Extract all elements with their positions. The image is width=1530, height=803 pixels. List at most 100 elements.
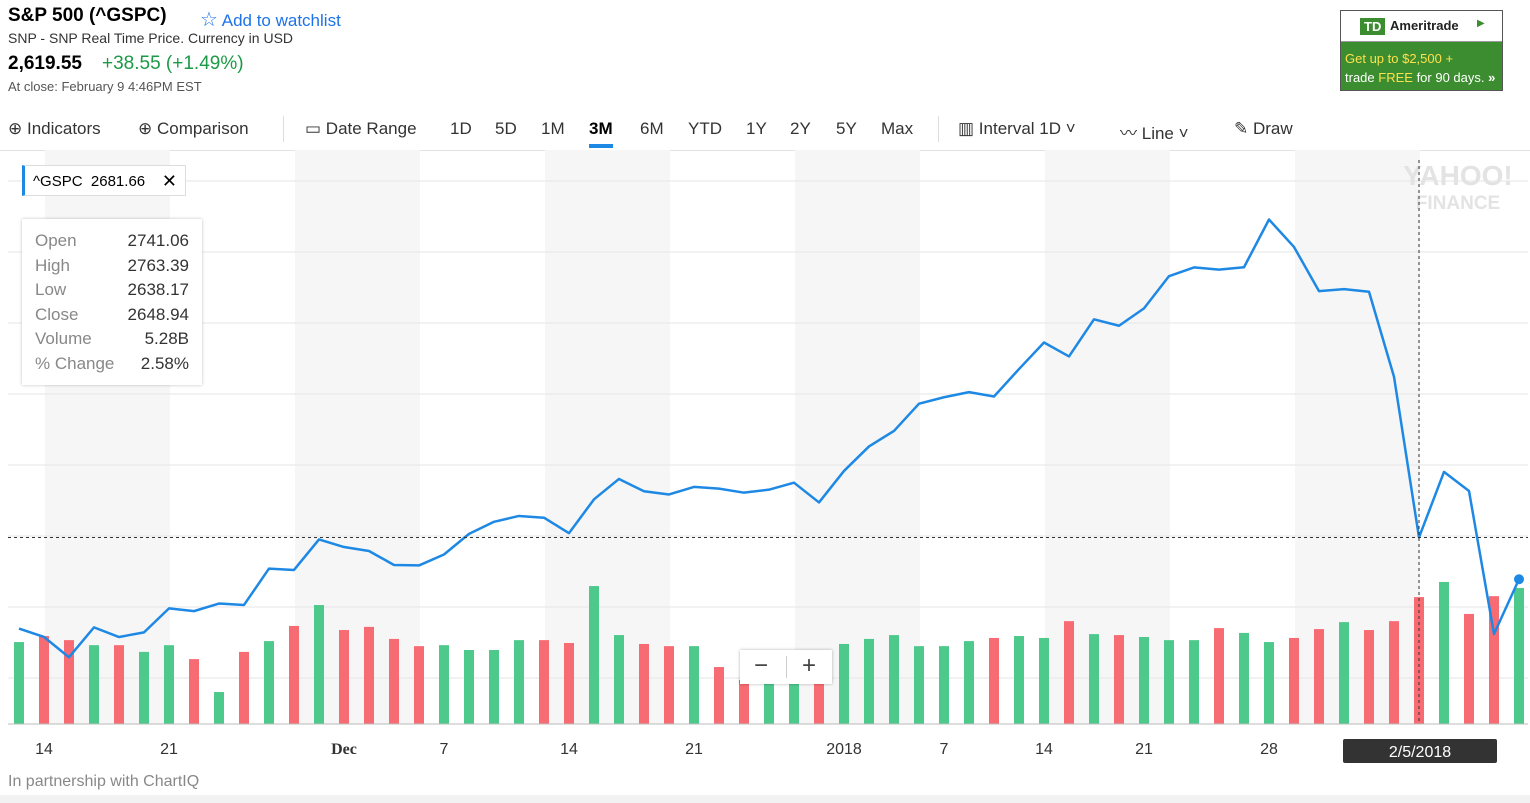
remove-button[interactable]: ✕ <box>161 171 177 191</box>
interval-button[interactable]: ▥ Interval 1D ˅ <box>958 119 1076 138</box>
tooltip-label: Low <box>35 280 67 299</box>
volume-bar <box>1264 642 1274 724</box>
tooltip-value: 2638.17 <box>127 280 189 299</box>
chart: YAHOO!FINANCE 14 21 Dec 7 14 21 2018 7 14 21 28 2/5/… <box>8 150 1528 763</box>
date-range-button[interactable]: ▭ Date Range <box>305 119 417 138</box>
volume-bar <box>814 680 824 724</box>
volume-bar <box>1364 630 1374 724</box>
tooltip-label: Volume <box>35 329 92 348</box>
tooltip-value: 2648.94 <box>127 304 189 324</box>
volume-bar <box>439 645 449 724</box>
range-button[interactable]: 1Y <box>746 119 767 138</box>
x-tick-label: 14 <box>1035 741 1053 758</box>
volume-bar <box>1039 637 1049 724</box>
volume-bar <box>489 649 499 724</box>
ad-text: trade <box>1345 70 1375 85</box>
label: Comparison <box>156 119 249 138</box>
subtitle: SNP - SNP Real Time Price. Currency in U… <box>8 30 294 46</box>
ad-brand: Ameritrade <box>1390 18 1459 33</box>
volume-bar <box>1289 637 1299 724</box>
volume-bar <box>539 640 549 724</box>
tooltip-value: 2763.39 <box>127 255 189 275</box>
volume-bar <box>1139 636 1149 724</box>
zoom-out[interactable]: − <box>754 652 769 679</box>
tooltip-label: Close <box>35 304 79 324</box>
band <box>295 150 420 724</box>
volume-bar <box>89 645 99 724</box>
range-button[interactable]: Max <box>881 119 914 138</box>
toolbar: ⊕ Indicators ⊕ Comparison ▭ Date Range 1… <box>0 112 1530 151</box>
x-tick-label: 2018 <box>826 741 862 758</box>
price-line <box>18 218 1521 659</box>
draw-button[interactable]: ✎ Draw <box>1234 119 1293 138</box>
volume-bar <box>214 692 224 724</box>
symbol-tag: ^GSPC 2681.66 ✕ <box>22 165 186 196</box>
volume-bar <box>264 641 274 724</box>
volume-bar <box>639 643 649 724</box>
symbol: ^GSPC <box>33 173 83 190</box>
ad-text: for 90 days. <box>1416 70 1485 85</box>
label: Interval <box>978 119 1035 138</box>
volume-bar <box>1089 634 1099 724</box>
range-button[interactable]: YTD <box>688 119 722 138</box>
zoom-in[interactable]: + <box>802 652 817 679</box>
volume-bar <box>414 646 424 724</box>
indicators-button[interactable]: ⊕ Indicators <box>8 119 101 138</box>
volume-bar <box>939 646 949 724</box>
band <box>1295 150 1420 724</box>
volume-bar <box>1014 636 1024 724</box>
ad[interactable]: TD Ameritrade ▶ Get up to $2,500 + trade… <box>1340 10 1503 91</box>
volume-bar <box>839 643 849 724</box>
volume-bar <box>314 605 324 724</box>
footer: In partnership with ChartIQ <box>8 773 200 790</box>
ad-logo: TD <box>1359 17 1387 36</box>
chart-type-button[interactable]: 〰 Line ˅ <box>1120 124 1189 143</box>
tooltip-row: Open 2741.06 <box>35 231 189 251</box>
tooltip-row: Close 2648.94 <box>35 305 189 325</box>
volume-bar <box>914 646 924 724</box>
label: Line <box>1141 124 1174 143</box>
volume-bar <box>664 646 674 724</box>
volume-bar <box>1514 587 1524 724</box>
volume-bar <box>589 586 599 724</box>
range-button[interactable]: 5D <box>495 119 517 138</box>
volume-bar <box>1189 640 1199 724</box>
volume-bar <box>364 626 374 724</box>
volume-bar <box>389 638 399 724</box>
comparison-button[interactable]: ⊕ Comparison <box>138 119 249 138</box>
volume-bar <box>14 642 24 724</box>
volume-bar <box>1314 629 1324 724</box>
volume-bar <box>564 643 574 724</box>
volume-bar <box>1214 628 1224 724</box>
range-button[interactable]: 5Y <box>836 119 857 138</box>
label: 1D <box>1039 119 1062 138</box>
range-button[interactable]: 2Y <box>790 119 811 138</box>
tooltip-label: Open <box>35 231 77 250</box>
tooltip-row: Low 2638.17 <box>35 280 189 300</box>
watchlist-button[interactable]: ☆ Add to watchlist <box>200 9 341 31</box>
range-button[interactable]: 1D <box>450 119 472 138</box>
x-tick-label: 28 <box>1260 741 1278 758</box>
label: Date Range <box>325 119 417 138</box>
volume-bar <box>864 638 874 724</box>
watchlist-label: Add to watchlist <box>221 11 341 30</box>
close-time: At close: February 9 4:46PM EST <box>8 79 202 94</box>
tooltip-value: 2741.06 <box>127 231 189 250</box>
volume-bar <box>289 625 299 724</box>
volume-bar <box>114 645 124 724</box>
range-button[interactable]: 3M <box>589 119 613 148</box>
tooltip: Open 2741.06 High 2763.39 Low 2638.17 Close 264… <box>22 219 202 385</box>
ad-line: trade FREE for 90 days. » <box>1345 70 1496 85</box>
volume-bar <box>339 630 349 724</box>
band <box>1045 150 1170 724</box>
tooltip-label: High <box>35 255 70 275</box>
last-point <box>1514 574 1524 585</box>
x-tick-label: 21 <box>160 741 178 758</box>
volume-bar <box>514 640 524 724</box>
volume-bar <box>1114 635 1124 724</box>
x-tick-label: 7 <box>440 741 449 758</box>
range-button[interactable]: 1M <box>541 119 565 138</box>
volume-bar <box>239 651 249 724</box>
range-button[interactable]: 6M <box>640 119 664 138</box>
